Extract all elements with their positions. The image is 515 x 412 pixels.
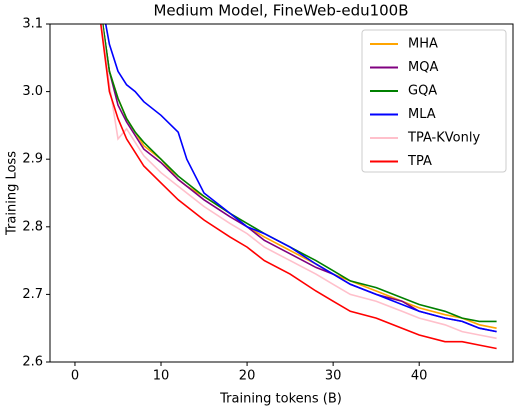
legend-label: MLA xyxy=(408,107,436,122)
y-tick-label: 2.6 xyxy=(22,355,43,370)
chart-title: Medium Model, FineWeb-edu100B xyxy=(153,2,408,20)
series-line xyxy=(101,24,497,323)
y-axis-label: Training Loss xyxy=(5,151,20,236)
y-tick-label: 2.8 xyxy=(22,219,43,234)
y-tick-label: 3.1 xyxy=(22,17,43,32)
x-axis-label: Training tokens (B) xyxy=(219,392,342,407)
legend-label: MQA xyxy=(408,60,438,75)
x-tick-label: 40 xyxy=(411,369,428,384)
x-tick-label: 30 xyxy=(325,369,342,384)
series-line xyxy=(100,24,497,340)
legend-box xyxy=(361,29,507,173)
plot-frame xyxy=(49,23,514,363)
legend-label: GQA xyxy=(408,84,437,99)
x-tick-label: 0 xyxy=(71,369,79,384)
y-tick-label: 2.7 xyxy=(22,287,43,302)
legend-label: MHA xyxy=(408,37,438,52)
x-tick-label: 20 xyxy=(239,369,256,384)
legend-label: TPA xyxy=(407,154,432,169)
series-line xyxy=(100,24,497,350)
y-tick-label: 2.9 xyxy=(22,152,43,167)
plot-area xyxy=(100,24,497,350)
series-line xyxy=(104,24,497,333)
x-tick-label: 10 xyxy=(153,369,170,384)
legend-label: TPA-KVonly xyxy=(407,131,480,146)
y-tick-label: 3.0 xyxy=(22,84,43,99)
